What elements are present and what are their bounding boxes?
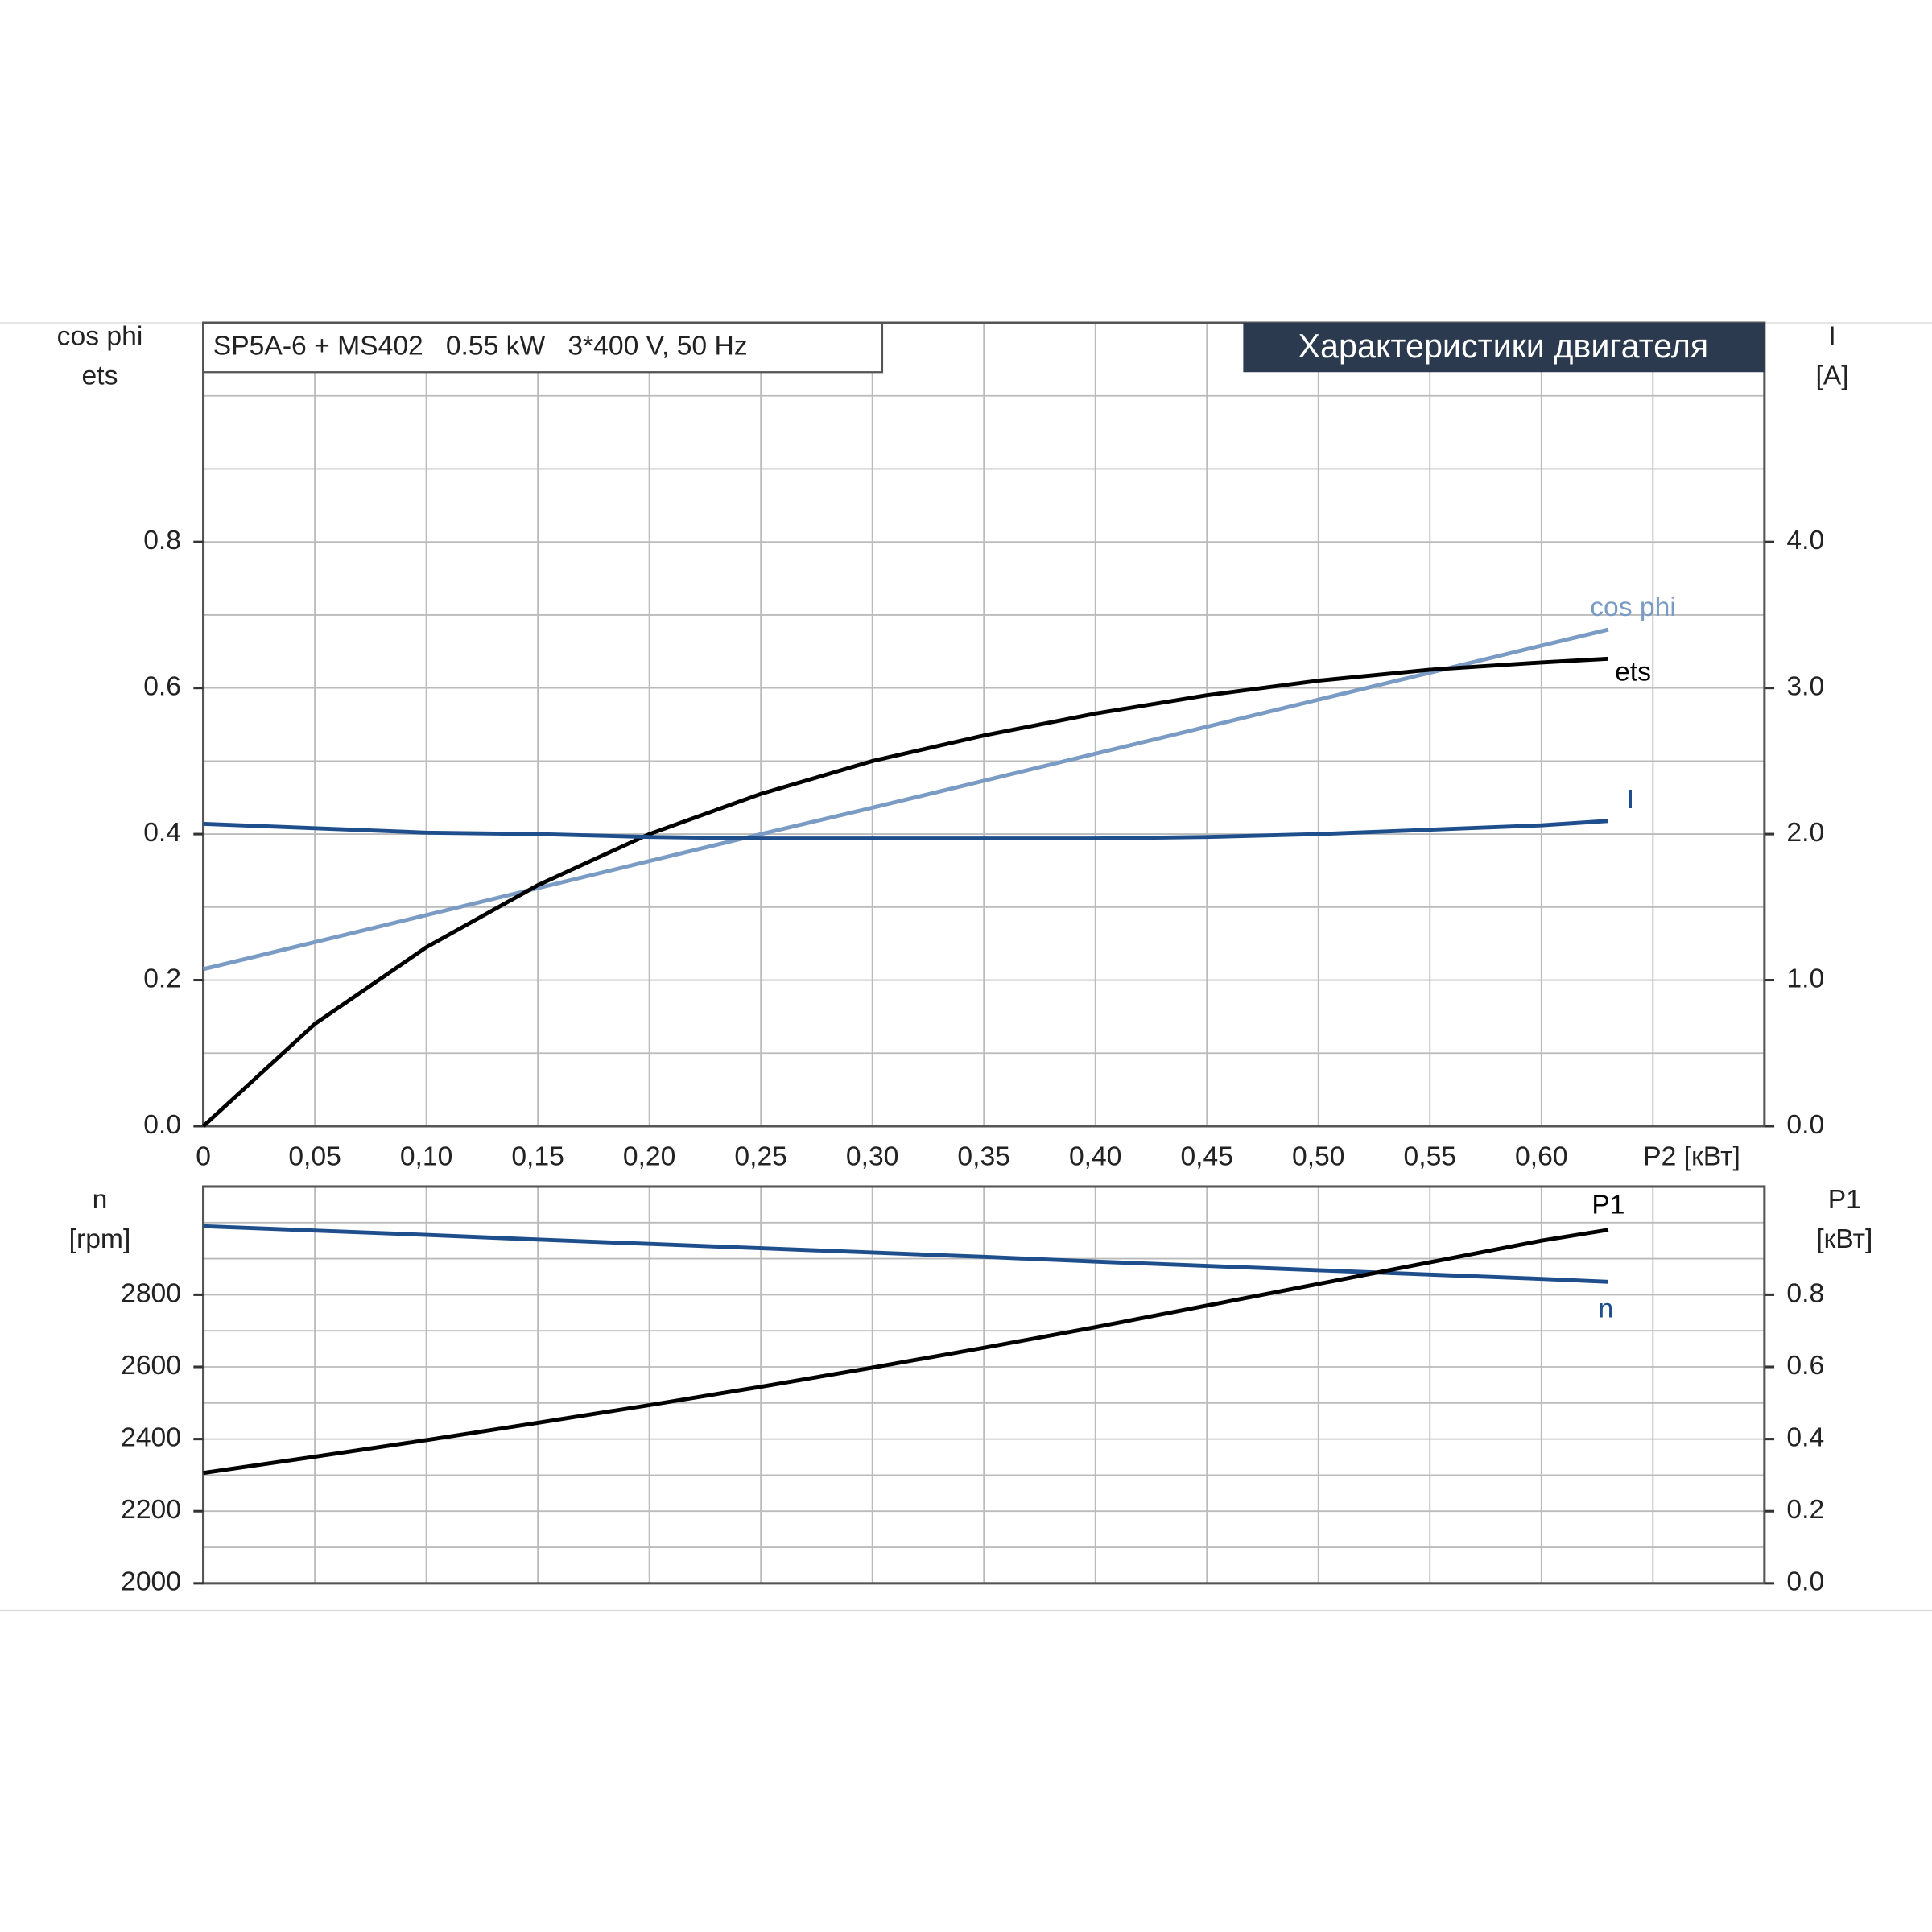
x-tick-label: 0,40: [1069, 1142, 1122, 1172]
y-tick-label: 2200: [121, 1495, 181, 1525]
y2-tick-label: 3.0: [1786, 672, 1824, 702]
y2-axis-label: P1: [1828, 1185, 1861, 1215]
y2-tick-label: 0.4: [1786, 1423, 1824, 1453]
x-tick-label: 0,20: [623, 1142, 676, 1172]
x-tick-label: 0,55: [1404, 1142, 1457, 1172]
plot-frame: [202, 1185, 1766, 1585]
y-tick-label: 0.8: [143, 526, 181, 555]
y2-tick-label: 4.0: [1786, 526, 1824, 555]
y-tick-label: 2600: [121, 1351, 181, 1381]
x-tick-label: 0,60: [1515, 1142, 1568, 1172]
x-tick-label: 0,50: [1292, 1142, 1345, 1172]
y-tick-label: 0.6: [143, 672, 181, 702]
x-tick-label: 0,30: [846, 1142, 899, 1172]
y-tick-label: 0.4: [143, 818, 181, 848]
series-label: I: [1627, 785, 1634, 815]
y-axis-label: ets: [82, 361, 118, 390]
series-label: ets: [1615, 658, 1651, 687]
y2-axis-label: [кВт]: [1816, 1224, 1872, 1254]
y2-tick-label: 0.0: [1786, 1567, 1824, 1597]
x-tick-label: 0,35: [957, 1142, 1010, 1172]
plot-frame: [202, 321, 1766, 1128]
y2-tick-label: 0.8: [1786, 1278, 1824, 1308]
series-line: [201, 656, 1609, 1128]
y2-tick-label: 1.0: [1786, 964, 1824, 993]
series-line: [203, 819, 1609, 840]
y2-tick-label: 0.0: [1786, 1110, 1824, 1140]
chart-subtitle: Характеристики двигателя: [1298, 328, 1708, 365]
y-tick-label: 2400: [121, 1423, 181, 1453]
x-tick-label: 0,05: [288, 1142, 341, 1172]
series-label: P1: [1591, 1191, 1624, 1220]
series-label: n: [1598, 1294, 1613, 1323]
y-tick-label: 2800: [121, 1278, 181, 1308]
series-label: cos phi: [1590, 592, 1676, 622]
y-tick-label: 0.0: [143, 1110, 181, 1140]
x-tick-label: 0,45: [1180, 1142, 1233, 1172]
x-tick-label: 0,15: [511, 1142, 564, 1172]
series-line: [202, 627, 1609, 972]
y2-tick-label: 0.2: [1786, 1495, 1824, 1525]
y-axis-label: [rpm]: [69, 1224, 131, 1254]
title-box: [202, 321, 884, 374]
x-tick-label: 0: [196, 1142, 211, 1172]
x-tick-label: 0,25: [734, 1142, 787, 1172]
y2-tick-label: 0.6: [1786, 1351, 1824, 1381]
y-tick-label: 2000: [121, 1567, 181, 1597]
series-line: [203, 1224, 1609, 1284]
y-axis-label: n: [93, 1185, 108, 1215]
y-axis-label: cos phi: [57, 321, 143, 351]
x-axis-label: P2 [кВт]: [1643, 1142, 1740, 1172]
chart-title: SP5A-6 + MS402 0.55 kW 3*400 V, 50 Hz: [213, 332, 748, 361]
series-line: [203, 1228, 1609, 1476]
y-tick-label: 0.2: [143, 964, 181, 993]
y2-axis-label: I: [1828, 321, 1835, 351]
subtitle-box: [1243, 323, 1765, 373]
x-tick-label: 0,10: [400, 1142, 453, 1172]
y2-axis-label: [A]: [1815, 361, 1848, 390]
y2-tick-label: 2.0: [1786, 818, 1824, 848]
